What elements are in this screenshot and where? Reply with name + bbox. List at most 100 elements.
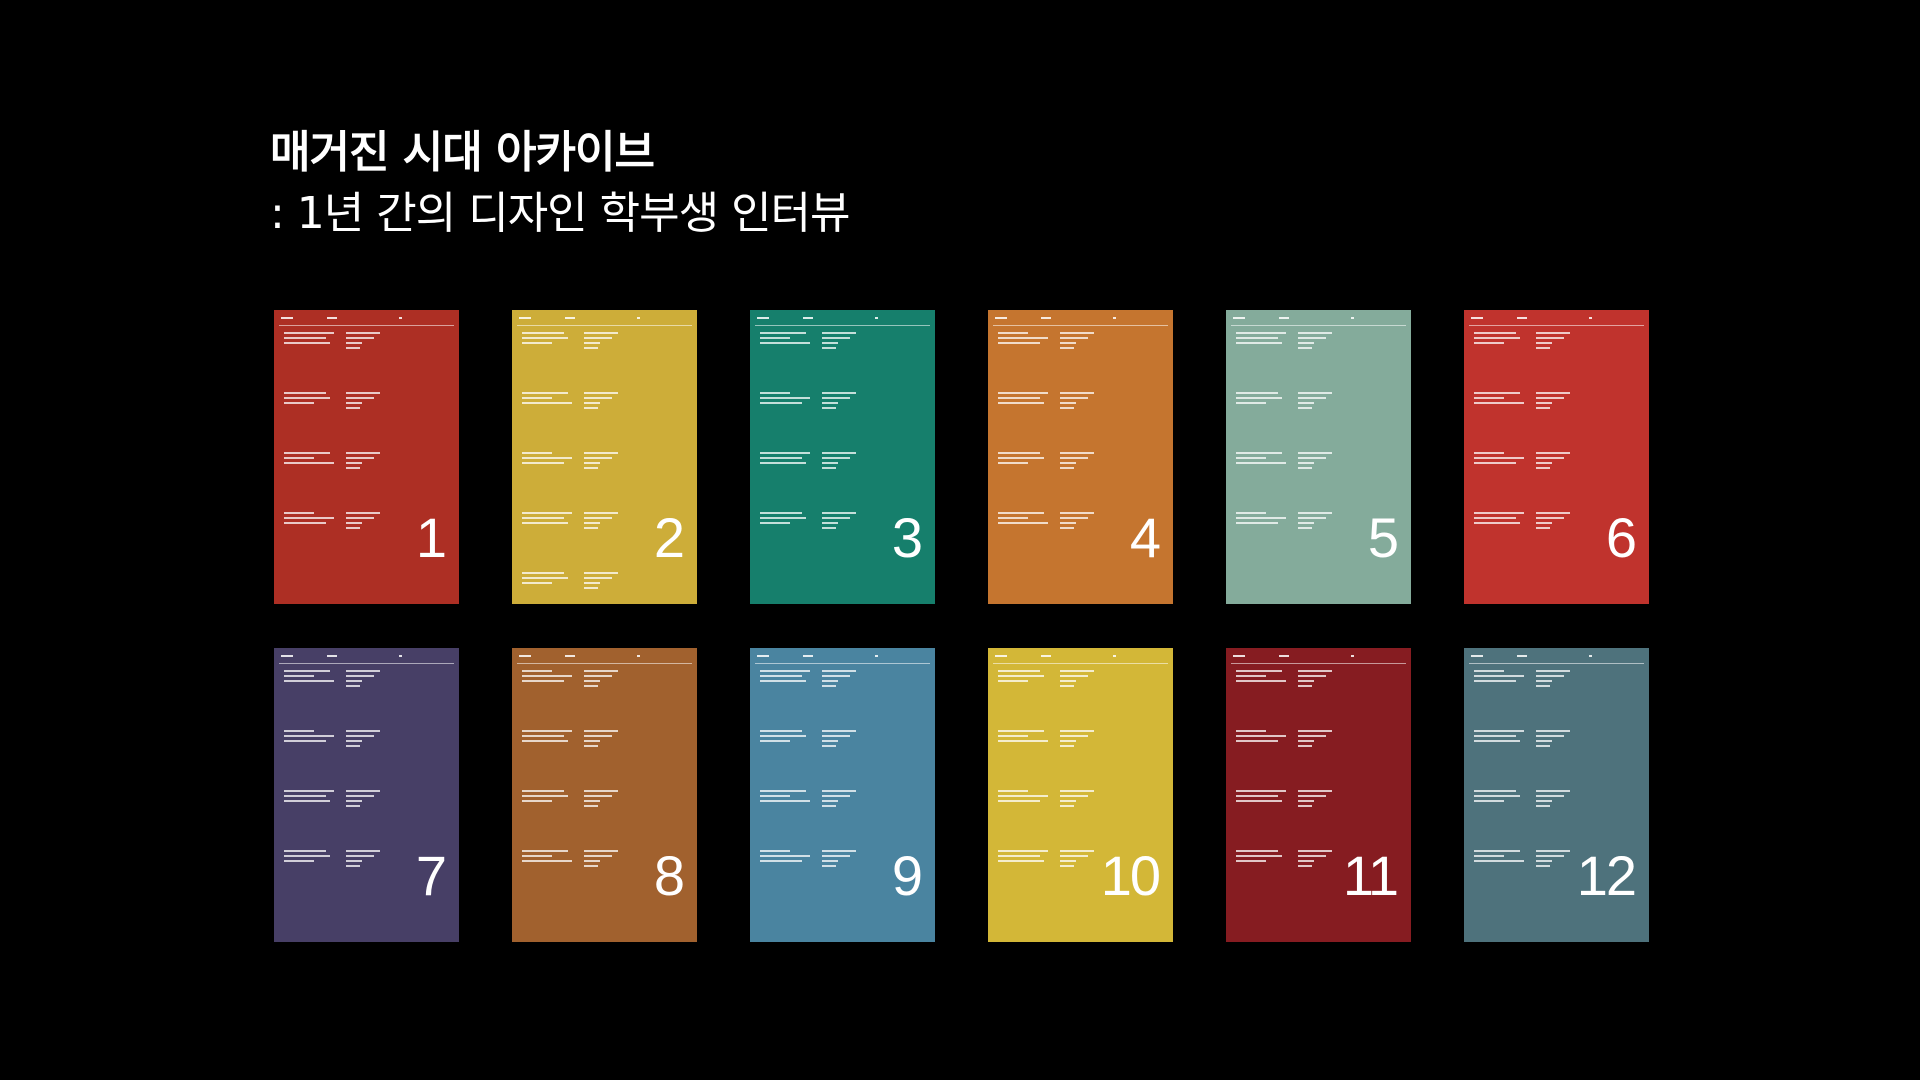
issue-number: 6	[1605, 506, 1637, 569]
cover-entry	[1474, 790, 1639, 814]
header-text-mark	[1113, 655, 1116, 657]
entry-text-mark	[760, 790, 810, 805]
entry-text-mark	[822, 512, 860, 532]
header-text-mark	[803, 655, 813, 657]
header-text-mark	[1351, 655, 1354, 657]
magazine-cover-11[interactable]: 11	[1226, 648, 1411, 942]
magazine-cover-8[interactable]: 8	[512, 648, 697, 942]
cover-entry	[998, 332, 1163, 356]
entry-text-mark	[1536, 670, 1574, 690]
magazine-cover-3[interactable]: 3	[750, 310, 935, 604]
cover-entry	[284, 452, 449, 476]
cover-header	[279, 653, 454, 664]
entry-text-mark	[760, 452, 810, 467]
header-text-mark	[875, 655, 878, 657]
entry-text-mark	[584, 392, 622, 412]
entry-text-mark	[1060, 452, 1098, 472]
cover-entry	[284, 730, 449, 754]
entry-text-mark	[1060, 392, 1098, 412]
entry-text-mark	[346, 670, 384, 690]
entry-text-mark	[998, 392, 1048, 407]
magazine-cover-7[interactable]: 7	[274, 648, 459, 942]
entry-text-mark	[760, 332, 810, 347]
cover-entry	[1474, 332, 1639, 356]
entry-text-mark	[1236, 850, 1286, 865]
entry-text-mark	[584, 790, 622, 810]
entry-text-mark	[1536, 512, 1574, 532]
header-text-mark	[1517, 317, 1527, 319]
entry-text-mark	[584, 512, 622, 532]
entry-text-mark	[284, 512, 334, 527]
cover-entry	[1474, 392, 1639, 416]
entry-text-mark	[1536, 790, 1574, 810]
entry-text-mark	[1474, 670, 1524, 685]
entry-text-mark	[1236, 670, 1286, 685]
header-text-mark	[637, 655, 640, 657]
magazine-cover-5[interactable]: 5	[1226, 310, 1411, 604]
cover-entry	[522, 572, 687, 596]
cover-header	[993, 315, 1168, 326]
entry-text-mark	[284, 850, 334, 865]
entry-text-mark	[1474, 512, 1524, 527]
entry-text-mark	[1474, 790, 1524, 805]
entry-text-mark	[1298, 790, 1336, 810]
issue-number: 1	[415, 506, 447, 569]
magazine-cover-1[interactable]: 1	[274, 310, 459, 604]
entry-text-mark	[284, 730, 334, 745]
entry-text-mark	[1474, 850, 1524, 865]
cover-entry	[522, 730, 687, 754]
entry-text-mark	[1060, 332, 1098, 352]
cover-header	[1231, 315, 1406, 326]
cover-entry	[522, 452, 687, 476]
cover-entry	[284, 332, 449, 356]
issue-number: 11	[1342, 844, 1399, 907]
entry-text-mark	[760, 512, 810, 527]
cover-entry	[1474, 452, 1639, 476]
cover-header	[517, 653, 692, 664]
title-block: 매거진 시대 아카이브 : 1년 간의 디자인 학부생 인터뷰	[270, 124, 851, 246]
entry-text-mark	[1298, 512, 1336, 532]
magazine-cover-9[interactable]: 9	[750, 648, 935, 942]
magazine-cover-12[interactable]: 12	[1464, 648, 1649, 942]
entry-text-mark	[1298, 850, 1336, 870]
header-text-mark	[803, 317, 813, 319]
issue-number: 10	[1100, 844, 1161, 907]
header-text-mark	[1041, 655, 1051, 657]
entry-text-mark	[1536, 730, 1574, 750]
header-text-mark	[1471, 317, 1483, 319]
cover-entry	[284, 512, 449, 536]
cover-entry	[284, 790, 449, 814]
header-text-mark	[1589, 317, 1592, 319]
entry-text-mark	[822, 452, 860, 472]
cover-entry	[760, 670, 925, 694]
entry-text-mark	[346, 850, 384, 870]
entry-text-mark	[1060, 790, 1098, 810]
cover-header	[1231, 653, 1406, 664]
entry-text-mark	[1298, 332, 1336, 352]
magazine-cover-6[interactable]: 6	[1464, 310, 1649, 604]
entry-text-mark	[822, 392, 860, 412]
header-text-mark	[565, 317, 575, 319]
cover-header	[993, 653, 1168, 664]
header-text-mark	[519, 655, 531, 657]
entry-text-mark	[522, 512, 572, 527]
cover-entry	[1474, 850, 1639, 874]
cover-entry	[284, 670, 449, 694]
cover-entry	[1236, 512, 1401, 536]
entry-text-mark	[284, 790, 334, 805]
entry-text-mark	[346, 512, 384, 532]
magazine-cover-10[interactable]: 10	[988, 648, 1173, 942]
cover-entry	[760, 452, 925, 476]
entry-text-mark	[584, 850, 622, 870]
header-text-mark	[1279, 655, 1289, 657]
cover-entry	[760, 850, 925, 874]
issue-number: 3	[891, 506, 923, 569]
cover-entry	[522, 670, 687, 694]
cover-entry	[998, 670, 1163, 694]
magazine-cover-4[interactable]: 4	[988, 310, 1173, 604]
entry-text-mark	[822, 332, 860, 352]
entry-text-mark	[822, 670, 860, 690]
magazine-cover-2[interactable]: 2	[512, 310, 697, 604]
entry-text-mark	[522, 790, 572, 805]
entry-text-mark	[584, 730, 622, 750]
